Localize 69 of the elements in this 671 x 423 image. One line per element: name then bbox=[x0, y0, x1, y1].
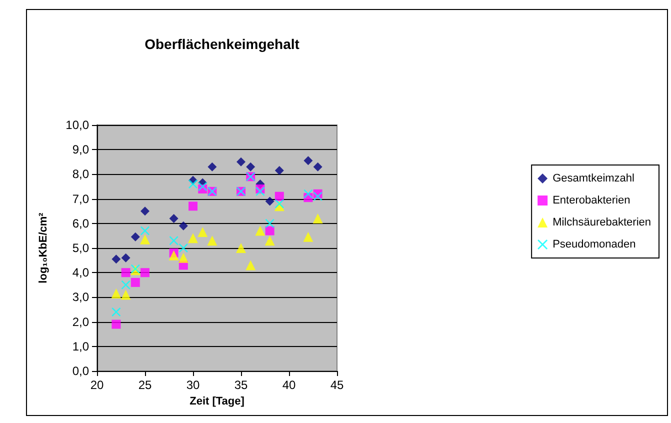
x-tick-label: 30 bbox=[186, 378, 200, 392]
y-tick-label: 10,0 bbox=[66, 118, 90, 132]
y-tick-label: 5,0 bbox=[72, 241, 90, 255]
x-tick-label: 25 bbox=[138, 378, 152, 392]
x-tick-label: 45 bbox=[330, 378, 344, 392]
point bbox=[255, 226, 266, 236]
y-tick-label: 1,0 bbox=[72, 339, 90, 354]
y-tick-label: 2,0 bbox=[72, 314, 90, 329]
point bbox=[140, 234, 150, 244]
point bbox=[178, 252, 188, 263]
point bbox=[303, 232, 314, 242]
point bbox=[111, 288, 122, 299]
point bbox=[178, 221, 188, 230]
point bbox=[121, 268, 130, 278]
point bbox=[188, 233, 198, 244]
point bbox=[120, 290, 131, 300]
point bbox=[313, 162, 322, 172]
y-tick-label: 7,0 bbox=[72, 192, 90, 206]
point bbox=[130, 278, 140, 287]
point bbox=[198, 182, 208, 191]
point bbox=[274, 199, 284, 208]
point bbox=[112, 320, 121, 329]
x-axis-title: Zeit [Tage] bbox=[190, 395, 245, 408]
point bbox=[265, 218, 274, 228]
x-tick-label: 35 bbox=[234, 378, 248, 392]
x-tick-label: 40 bbox=[282, 378, 296, 392]
y-tick-label: 9,0 bbox=[72, 142, 90, 157]
point bbox=[246, 260, 256, 270]
point bbox=[207, 236, 218, 246]
point bbox=[256, 186, 265, 196]
y-tick-label: 6,0 bbox=[72, 216, 90, 230]
point bbox=[168, 250, 179, 260]
point bbox=[169, 236, 178, 246]
point bbox=[112, 254, 121, 264]
point bbox=[208, 162, 217, 172]
x-tick-label: 20 bbox=[90, 378, 104, 392]
legend-label: Enterobakterien bbox=[552, 194, 630, 206]
point bbox=[274, 166, 284, 176]
point bbox=[121, 280, 130, 290]
point bbox=[236, 157, 246, 166]
point bbox=[140, 268, 150, 278]
point bbox=[265, 196, 274, 206]
point bbox=[188, 202, 198, 211]
point bbox=[236, 243, 246, 253]
point bbox=[169, 214, 178, 223]
point bbox=[112, 307, 121, 316]
legend-label: Gesamtkeimzahl bbox=[552, 172, 634, 184]
y-tick-label: 8,0 bbox=[72, 167, 90, 182]
y-tick-label: 3,0 bbox=[72, 290, 90, 304]
point bbox=[140, 206, 150, 216]
point bbox=[312, 213, 323, 224]
point bbox=[130, 232, 140, 242]
point bbox=[198, 227, 208, 238]
legend-label: Milchsäurebakterien bbox=[552, 216, 651, 228]
point bbox=[178, 244, 188, 252]
point bbox=[274, 192, 284, 201]
point bbox=[265, 226, 274, 236]
y-axis-title: log₁₀KbE/cm² bbox=[38, 212, 50, 284]
point bbox=[304, 156, 313, 166]
y-tick-label: 4,0 bbox=[72, 266, 90, 280]
chart-title: Oberflächenkeimgehalt bbox=[144, 36, 300, 52]
point bbox=[304, 189, 313, 198]
point bbox=[313, 192, 322, 201]
point bbox=[140, 226, 150, 236]
legend-label: Pseudomonaden bbox=[552, 238, 636, 250]
point bbox=[264, 236, 275, 246]
y-tick-label: 0,0 bbox=[72, 364, 90, 378]
point bbox=[246, 162, 256, 172]
point bbox=[121, 253, 130, 262]
